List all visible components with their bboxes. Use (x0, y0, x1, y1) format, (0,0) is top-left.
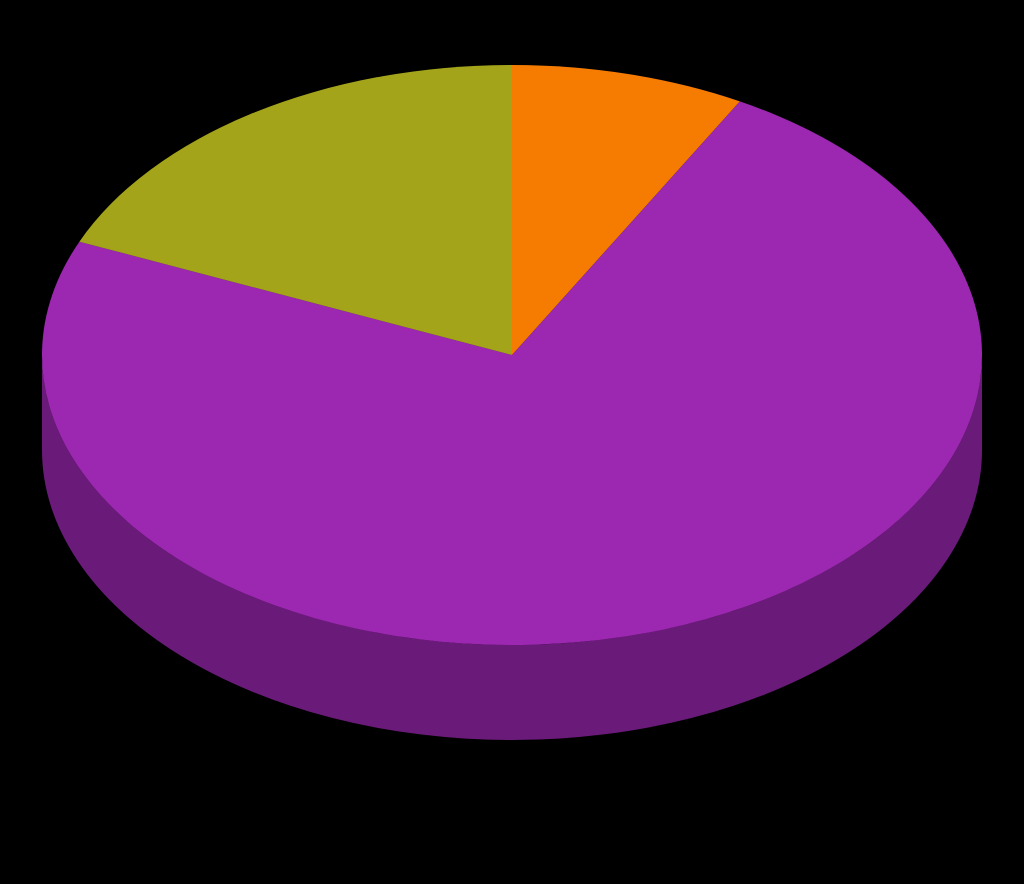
pie-chart-3d (0, 0, 1024, 884)
